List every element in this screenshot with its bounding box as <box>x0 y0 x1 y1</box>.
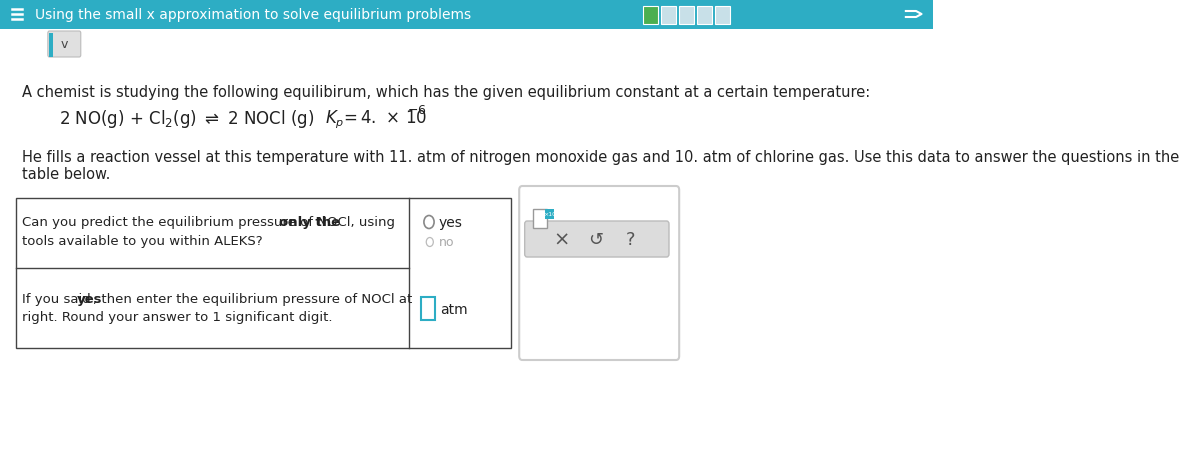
Text: If you said: If you said <box>21 293 95 306</box>
Text: ×: × <box>553 230 570 249</box>
Text: tools available to you within ALEKS?: tools available to you within ALEKS? <box>21 235 263 248</box>
Bar <box>533 209 546 228</box>
Text: ↺: ↺ <box>589 230 603 248</box>
FancyBboxPatch shape <box>48 32 81 58</box>
Bar <box>662 7 676 25</box>
Text: only the: only the <box>280 216 340 229</box>
Text: He fills a reaction vessel at this temperature with 11. atm of nitrogen monoxide: He fills a reaction vessel at this tempe… <box>21 149 1179 165</box>
Bar <box>15 198 512 348</box>
Bar <box>679 7 694 25</box>
Text: , then enter the equilibrium pressure of NOCl at: , then enter the equilibrium pressure of… <box>93 293 413 306</box>
Text: $-6$: $-6$ <box>407 103 427 116</box>
Bar <box>715 7 731 25</box>
Text: $K$: $K$ <box>326 109 339 127</box>
Text: Using the small x approximation to solve equilibrium problems: Using the small x approximation to solve… <box>36 8 471 22</box>
Bar <box>697 7 712 25</box>
Text: $=4.\,\times\,10$: $=4.\,\times\,10$ <box>340 109 427 127</box>
Text: right. Round your answer to 1 significant digit.: right. Round your answer to 1 significan… <box>21 311 332 324</box>
Bar <box>50 34 52 58</box>
Text: Can you predict the equilibrium pressure of NOCl, using: Can you predict the equilibrium pressure… <box>21 216 399 229</box>
Text: v: v <box>61 39 68 51</box>
Text: yes: yes <box>438 216 462 229</box>
Text: ?: ? <box>626 230 635 248</box>
Bar <box>0 0 933 30</box>
Bar <box>643 7 658 25</box>
FancyBboxPatch shape <box>525 221 669 258</box>
Text: table below.: table below. <box>21 167 111 182</box>
Text: 2 NO(g) + Cl$_2$(g) $\rightleftharpoons$ 2 NOCl (g): 2 NO(g) + Cl$_2$(g) $\rightleftharpoons$… <box>58 108 314 130</box>
Text: ×10: ×10 <box>544 212 556 217</box>
Text: no: no <box>438 236 453 249</box>
Text: atm: atm <box>440 302 468 317</box>
Text: yes: yes <box>77 293 102 306</box>
FancyBboxPatch shape <box>519 187 679 360</box>
Bar <box>545 209 555 219</box>
Bar <box>421 298 436 320</box>
Text: $p$: $p$ <box>334 118 344 130</box>
Text: A chemist is studying the following equilibirum, which has the given equilibrium: A chemist is studying the following equi… <box>21 85 870 100</box>
